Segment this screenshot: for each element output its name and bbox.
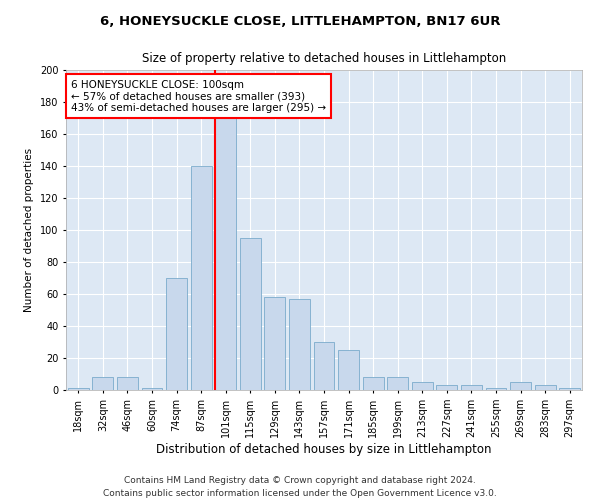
Bar [412, 382, 433, 390]
Bar [559, 388, 580, 390]
Bar [240, 238, 261, 390]
Bar [191, 166, 212, 390]
Bar [387, 377, 408, 390]
Bar [461, 385, 482, 390]
Bar [510, 382, 531, 390]
Bar [117, 377, 138, 390]
Bar [142, 388, 163, 390]
Y-axis label: Number of detached properties: Number of detached properties [25, 148, 34, 312]
Bar [485, 388, 506, 390]
Bar [68, 388, 89, 390]
Bar [265, 297, 286, 390]
Bar [535, 385, 556, 390]
X-axis label: Distribution of detached houses by size in Littlehampton: Distribution of detached houses by size … [156, 442, 492, 456]
Text: 6, HONEYSUCKLE CLOSE, LITTLEHAMPTON, BN17 6UR: 6, HONEYSUCKLE CLOSE, LITTLEHAMPTON, BN1… [100, 15, 500, 28]
Bar [362, 377, 383, 390]
Bar [314, 342, 334, 390]
Title: Size of property relative to detached houses in Littlehampton: Size of property relative to detached ho… [142, 52, 506, 64]
Text: Contains HM Land Registry data © Crown copyright and database right 2024.
Contai: Contains HM Land Registry data © Crown c… [103, 476, 497, 498]
Bar [92, 377, 113, 390]
Bar [166, 278, 187, 390]
Bar [215, 86, 236, 390]
Bar [338, 350, 359, 390]
Text: 6 HONEYSUCKLE CLOSE: 100sqm
← 57% of detached houses are smaller (393)
43% of se: 6 HONEYSUCKLE CLOSE: 100sqm ← 57% of det… [71, 80, 326, 113]
Bar [436, 385, 457, 390]
Bar [289, 299, 310, 390]
